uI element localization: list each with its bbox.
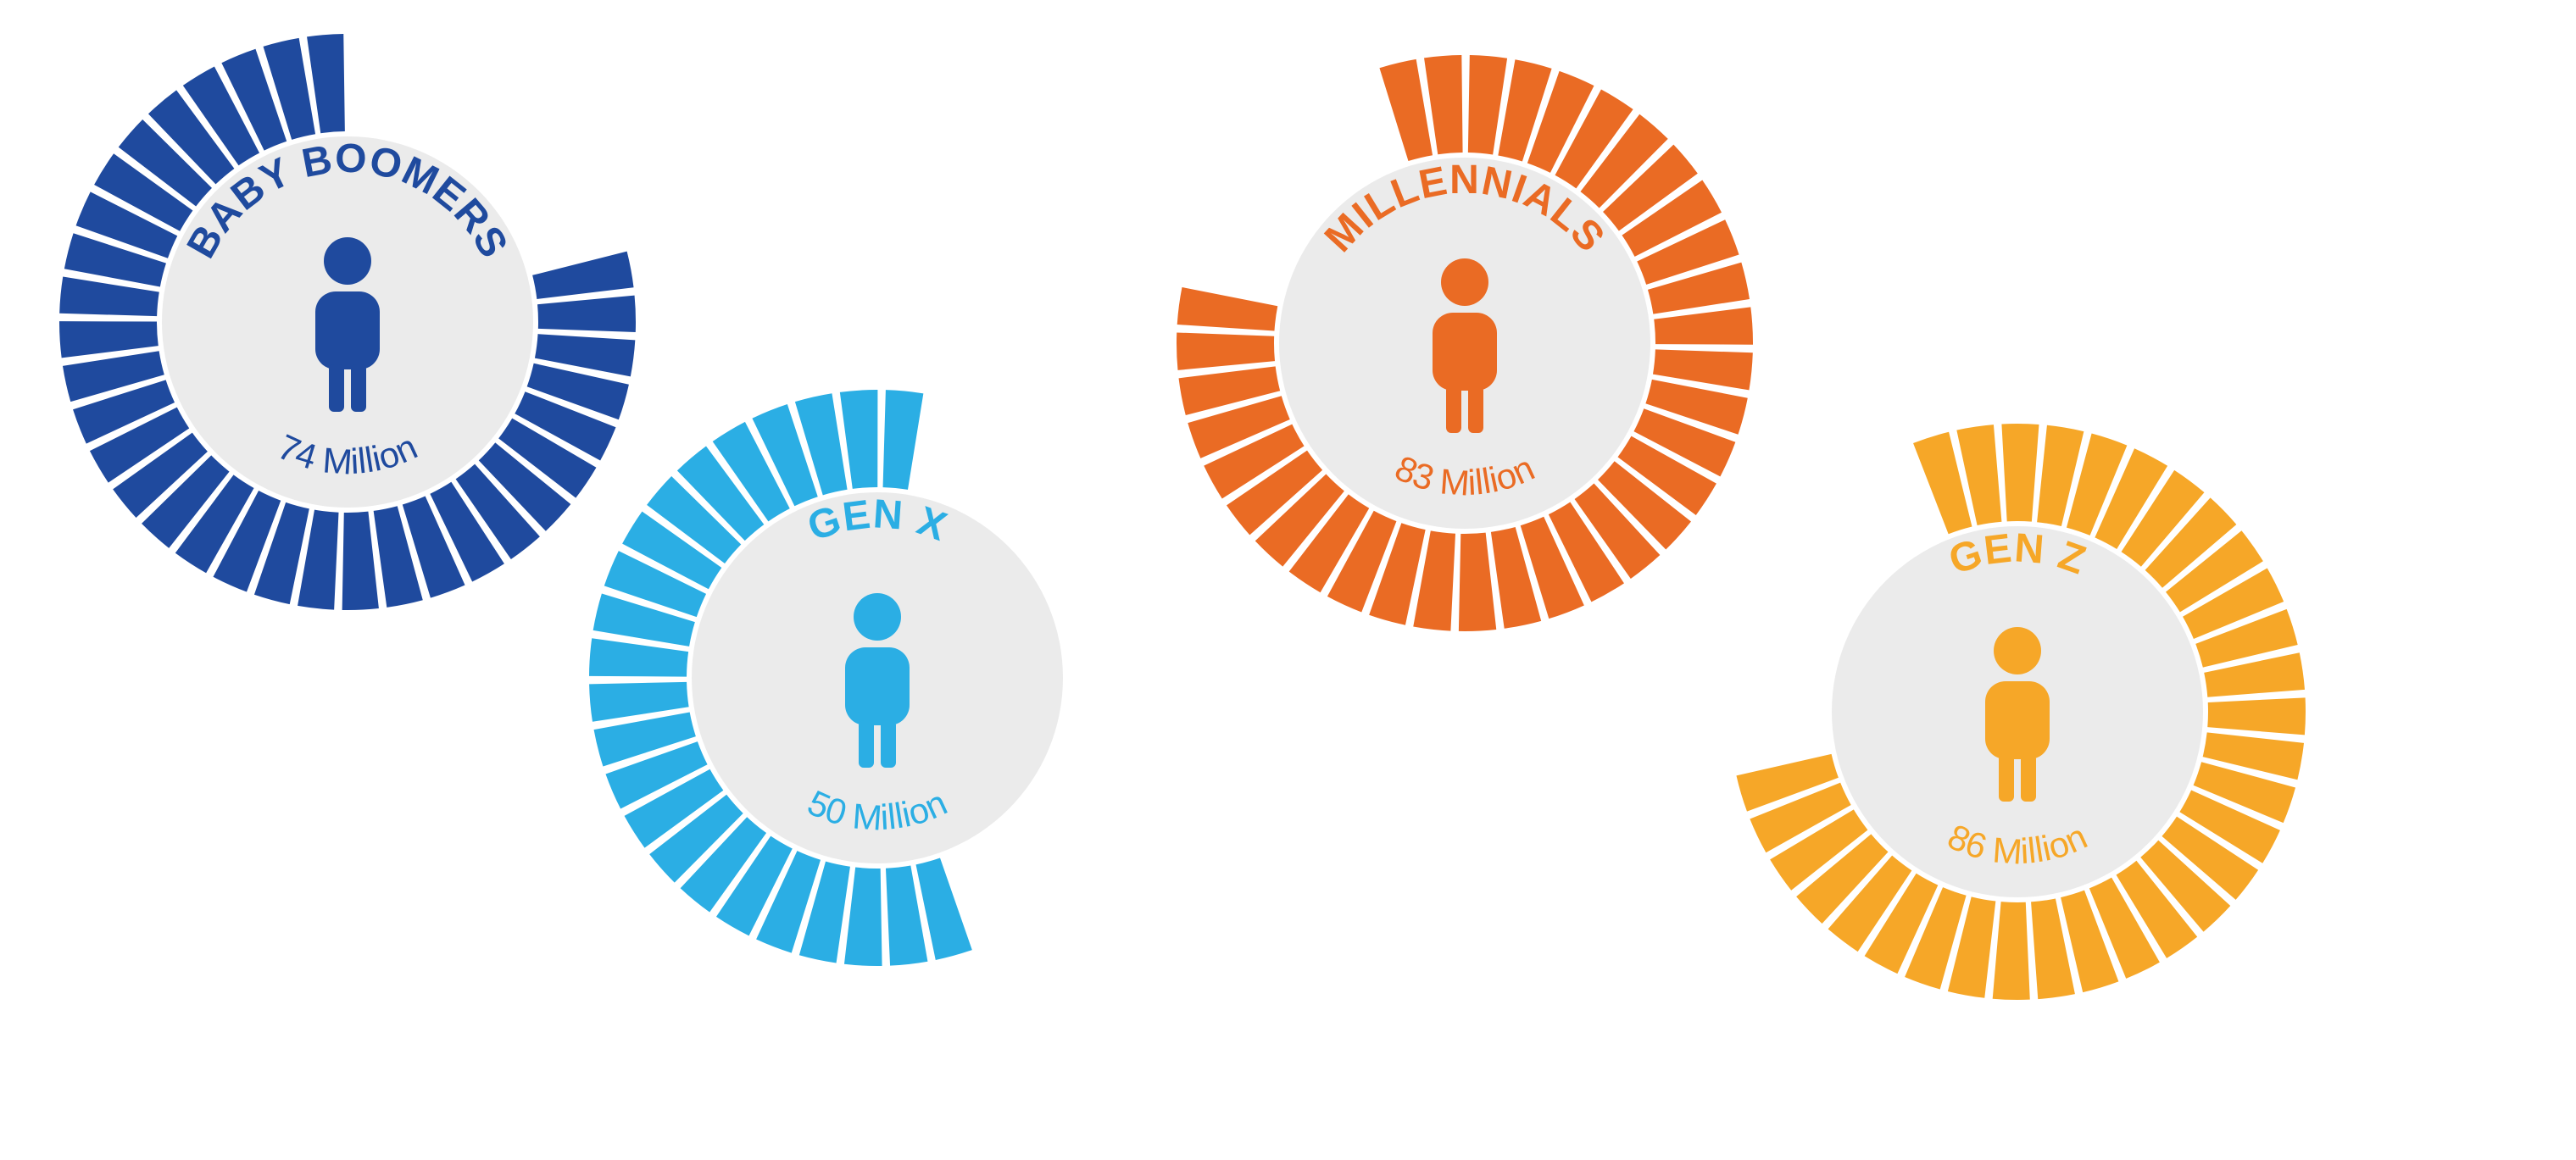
ring-segment bbox=[532, 252, 633, 299]
ring-segment bbox=[342, 512, 379, 610]
generation-baby-boomers: BABY BOOMERS74 Million bbox=[59, 34, 636, 610]
generation-gen-z: GEN Z86 Million bbox=[1736, 424, 2306, 1000]
ring-segment bbox=[840, 390, 878, 489]
ring-segment bbox=[589, 638, 688, 676]
ring-segment bbox=[537, 296, 636, 332]
ring-segment bbox=[1993, 902, 2030, 1000]
ring-segment bbox=[1177, 332, 1275, 369]
generation-gen-x: GEN X50 Million bbox=[589, 390, 1063, 966]
ring-segment bbox=[844, 868, 882, 966]
ring-segment bbox=[1459, 533, 1496, 631]
generation-millennials: MILLENNIALS83 Million bbox=[1177, 55, 1753, 631]
ring-segment bbox=[883, 390, 924, 490]
ring-segment bbox=[1379, 59, 1433, 161]
ring-segment bbox=[2001, 424, 2039, 522]
ring-segment bbox=[59, 321, 159, 358]
infographic-canvas: BABY BOOMERS74 MillionGEN X50 MillionMIL… bbox=[0, 0, 2576, 1160]
ring-segment bbox=[1654, 307, 1753, 344]
ring-segment bbox=[2207, 697, 2306, 735]
ring-segment bbox=[1177, 287, 1278, 330]
